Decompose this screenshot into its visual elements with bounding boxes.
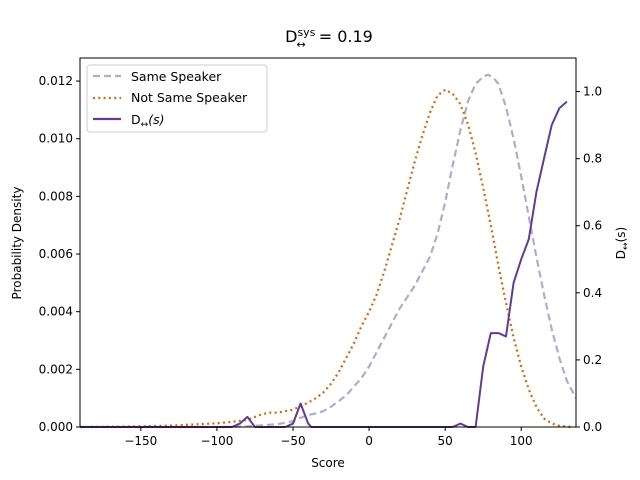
y-tick-label: 0.008: [39, 189, 73, 203]
y2-tick-label: 1.0: [583, 85, 602, 99]
chart-title-base: D: [285, 27, 297, 46]
legend-label-d-base: D: [131, 112, 141, 127]
chart-title-sup: sys: [297, 26, 315, 39]
y-tick-label: 0.004: [39, 305, 73, 319]
chart-title-sub: ↔: [296, 38, 305, 51]
y2-tick-label: 0.0: [583, 420, 602, 434]
chart-title-rest: = 0.19: [314, 27, 373, 46]
x-tick-label: 100: [510, 434, 533, 448]
y-axis-right: 0.0 0.2 0.4 0.6 0.8 1.0: [576, 85, 602, 434]
y-axis-label: Probability Density: [10, 187, 24, 300]
legend-label-d-sub: ↔: [141, 120, 149, 130]
y2-axis-label-rest: (s): [614, 227, 628, 243]
plot-frame: [79, 57, 577, 428]
legend-label-d-rest: (s): [148, 112, 164, 127]
x-tick-label: 50: [438, 434, 453, 448]
x-axis: −150 −100 −50 0 50 100: [124, 427, 533, 448]
y-tick-label: 0.000: [39, 420, 73, 434]
y-tick-label: 0.012: [39, 74, 73, 88]
legend-box: [86, 64, 268, 133]
x-tick-label: −100: [200, 434, 233, 448]
x-tick-label: 0: [365, 434, 373, 448]
legend: Same Speaker Not Same Speaker D↔(s): [86, 64, 268, 133]
legend-label-same-speaker: Same Speaker: [131, 69, 222, 84]
y-tick-label: 0.002: [39, 362, 73, 376]
chart-title: Dsys ↔ = 0.19: [285, 26, 373, 51]
legend-label-d-score: D↔(s): [131, 112, 164, 130]
y2-axis-label-sub: ↔: [621, 242, 631, 250]
y-tick-label: 0.006: [39, 247, 73, 261]
y-axis-left: 0.000 0.002 0.004 0.006 0.008 0.010 0.012: [39, 74, 80, 434]
y2-tick-label: 0.8: [583, 152, 602, 166]
x-tick-label: −150: [124, 434, 157, 448]
y2-axis-label-base: D: [614, 250, 628, 259]
y2-tick-label: 0.2: [583, 353, 602, 367]
legend-label-not-same-speaker: Not Same Speaker: [131, 90, 248, 105]
y2-tick-label: 0.4: [583, 286, 602, 300]
x-tick-label: −50: [280, 434, 305, 448]
y2-tick-label: 0.6: [583, 219, 602, 233]
y-tick-label: 0.010: [39, 132, 73, 146]
series-line-same-speaker: [80, 73, 577, 429]
y2-axis-label: D↔(s): [614, 227, 631, 259]
x-axis-label: Score: [311, 456, 345, 470]
